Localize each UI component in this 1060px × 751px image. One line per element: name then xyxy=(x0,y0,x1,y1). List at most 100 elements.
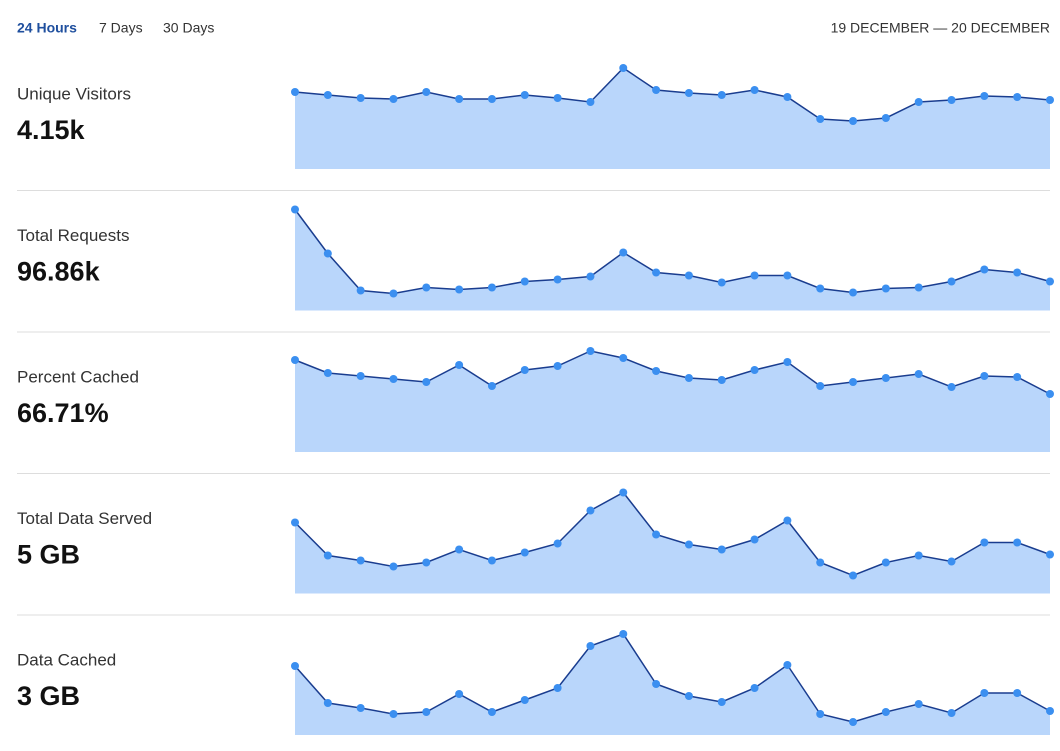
tab[interactable]: 24 Hours xyxy=(17,20,77,36)
point xyxy=(1013,93,1022,101)
point xyxy=(586,272,595,281)
point xyxy=(1046,390,1054,398)
point xyxy=(684,374,693,382)
point xyxy=(619,488,628,497)
point xyxy=(553,539,562,548)
line xyxy=(294,491,1051,577)
point xyxy=(323,91,332,99)
point xyxy=(816,284,825,293)
point xyxy=(586,506,595,515)
point xyxy=(750,535,759,544)
point xyxy=(586,347,595,355)
point xyxy=(652,367,661,375)
point xyxy=(422,283,431,292)
point xyxy=(947,383,956,391)
point xyxy=(849,571,858,580)
point xyxy=(553,275,562,284)
line xyxy=(294,350,1051,395)
point xyxy=(849,378,858,386)
point xyxy=(881,374,890,382)
point xyxy=(553,684,562,692)
point xyxy=(619,248,628,257)
point xyxy=(783,358,792,366)
point xyxy=(389,95,398,103)
point xyxy=(750,86,759,94)
tab[interactable]: 7 Days xyxy=(99,20,143,36)
point xyxy=(1046,707,1054,715)
line xyxy=(294,209,1051,295)
point xyxy=(881,284,890,293)
point xyxy=(455,690,464,698)
metric-label: Unique Visitors xyxy=(17,84,131,103)
point xyxy=(849,288,858,297)
point xyxy=(356,372,365,380)
metric-value: 96.86k xyxy=(17,257,101,287)
point xyxy=(717,278,726,287)
point xyxy=(750,684,759,692)
point xyxy=(323,551,332,560)
point xyxy=(586,642,595,650)
point xyxy=(422,558,431,567)
point xyxy=(980,265,989,274)
area-fill xyxy=(295,492,1050,594)
point xyxy=(881,558,890,567)
point xyxy=(1013,373,1022,381)
line xyxy=(294,633,1051,723)
point xyxy=(455,545,464,554)
point xyxy=(356,704,365,712)
point xyxy=(487,556,496,565)
point xyxy=(455,95,464,103)
metric-label: Total Requests xyxy=(17,226,129,245)
area-fill xyxy=(295,209,1050,311)
point xyxy=(291,88,299,96)
point xyxy=(619,630,628,638)
point xyxy=(783,661,792,669)
date-range: 19 DECEMBER — 20 DECEMBER xyxy=(831,20,1050,36)
point xyxy=(816,710,825,718)
point xyxy=(1013,538,1022,547)
point xyxy=(947,96,956,104)
point xyxy=(717,91,726,99)
point xyxy=(783,93,792,101)
point xyxy=(750,271,759,280)
point xyxy=(914,551,923,560)
point xyxy=(291,356,299,364)
point xyxy=(816,382,825,390)
point xyxy=(422,378,431,386)
area-fill xyxy=(295,634,1050,735)
point xyxy=(619,64,628,72)
point xyxy=(684,271,693,280)
point xyxy=(323,699,332,707)
point xyxy=(980,689,989,697)
point xyxy=(816,115,825,123)
point xyxy=(553,362,562,370)
point xyxy=(487,382,496,390)
point xyxy=(652,86,661,94)
point xyxy=(881,708,890,716)
point xyxy=(816,558,825,567)
point xyxy=(783,271,792,280)
point xyxy=(652,680,661,688)
point xyxy=(980,372,989,380)
metric-value: 5 GB xyxy=(17,540,80,570)
point xyxy=(553,94,562,102)
point xyxy=(520,91,529,99)
point xyxy=(783,516,792,525)
point xyxy=(520,277,529,286)
point xyxy=(422,88,431,96)
area-fill xyxy=(295,351,1050,452)
point xyxy=(487,95,496,103)
point xyxy=(684,89,693,97)
point xyxy=(323,369,332,377)
metric-value: 3 GB xyxy=(17,681,80,711)
point xyxy=(455,361,464,369)
tab[interactable]: 30 Days xyxy=(163,20,214,36)
point xyxy=(487,283,496,292)
point xyxy=(717,545,726,554)
point xyxy=(389,710,398,718)
metric-label: Data Cached xyxy=(17,650,116,669)
point xyxy=(291,205,299,214)
point xyxy=(1046,96,1054,104)
metric-value: 4.15k xyxy=(17,115,86,145)
